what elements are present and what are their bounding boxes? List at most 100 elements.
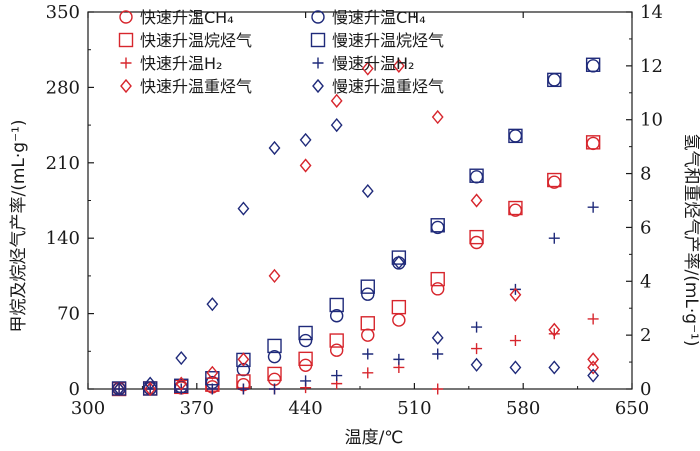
data-point-diamond bbox=[175, 376, 188, 391]
data-point-diamond bbox=[330, 118, 343, 133]
data-point-diamond bbox=[206, 365, 219, 380]
data-point-diamond bbox=[237, 352, 250, 367]
data-point-square bbox=[360, 316, 375, 331]
data-point-diamond bbox=[268, 268, 281, 283]
data-point-diamond bbox=[587, 368, 600, 383]
data-point-plus bbox=[113, 383, 125, 395]
data-point-square bbox=[391, 250, 407, 265]
data-point-plus bbox=[300, 375, 312, 387]
data-point-square bbox=[267, 338, 282, 354]
data-point-plus bbox=[471, 343, 483, 355]
data-point-diamond bbox=[587, 352, 600, 367]
data-point-square bbox=[298, 351, 313, 367]
legend-label: 快速升温CH₄ bbox=[140, 8, 234, 27]
x-tick-label: 440 bbox=[288, 398, 322, 419]
data-point-circle bbox=[469, 170, 484, 184]
data-point-plus bbox=[393, 353, 405, 365]
data-point-circle bbox=[329, 343, 344, 357]
data-point-diamond bbox=[392, 255, 405, 270]
data-point-square bbox=[298, 325, 313, 341]
data-point-diamond bbox=[587, 360, 600, 375]
data-point-plus bbox=[432, 348, 444, 360]
data-point-square bbox=[547, 72, 562, 88]
data-point-square bbox=[508, 128, 523, 144]
data-point-diamond bbox=[144, 376, 157, 391]
data-point-circle bbox=[469, 235, 484, 250]
legend-label: 快速升温重烃气 bbox=[140, 77, 252, 96]
data-point-diamond bbox=[470, 357, 483, 372]
data-point-square bbox=[360, 279, 375, 294]
series-6 bbox=[113, 201, 599, 395]
legend-item: 快速升温H₂ bbox=[120, 54, 222, 73]
data-point-diamond bbox=[299, 158, 312, 173]
data-point-plus bbox=[269, 383, 281, 395]
legend-marker-plus bbox=[120, 57, 132, 69]
legend-marker-diamond bbox=[120, 78, 132, 94]
legend-marker-square bbox=[118, 32, 134, 48]
data-point-plus bbox=[362, 367, 374, 379]
x-tick-label: 510 bbox=[397, 398, 431, 419]
data-point-circle bbox=[361, 287, 375, 301]
y-left-tick-label: 350 bbox=[46, 2, 80, 23]
data-point-plus bbox=[587, 313, 599, 325]
y-left-tick-label: 70 bbox=[57, 304, 80, 325]
data-point-diamond bbox=[509, 360, 522, 375]
legend-label: 慢速升温H₂ bbox=[332, 54, 414, 73]
y-right-tick-label: 14 bbox=[640, 2, 663, 23]
legend-item: 慢速升温CH₄ bbox=[311, 8, 426, 27]
x-tick-label: 370 bbox=[180, 398, 214, 419]
legend-marker-circle bbox=[311, 10, 325, 24]
data-point-circle bbox=[508, 129, 523, 143]
data-point-diamond bbox=[206, 297, 219, 312]
data-point-plus bbox=[548, 232, 560, 244]
data-point-circle bbox=[298, 333, 313, 348]
data-point-plus bbox=[432, 383, 444, 395]
y-left-tick-label: 280 bbox=[46, 77, 80, 98]
data-point-square bbox=[329, 297, 344, 313]
data-point-square bbox=[469, 168, 484, 183]
legend-label: 慢速升温CH₄ bbox=[332, 8, 426, 27]
data-point-square bbox=[430, 271, 445, 287]
data-point-diamond bbox=[361, 183, 374, 199]
data-point-diamond bbox=[330, 93, 343, 108]
data-point-plus bbox=[362, 348, 374, 360]
data-point-diamond bbox=[113, 381, 125, 397]
data-point-diamond bbox=[509, 287, 522, 302]
data-point-square bbox=[547, 172, 562, 188]
data-point-diamond bbox=[268, 140, 281, 156]
legend-item: 快速升温CH₄ bbox=[119, 8, 234, 27]
y-axis-right-title: 氢气和重烃气产率/(mL·g⁻¹) bbox=[681, 133, 700, 346]
data-point-circle bbox=[267, 349, 282, 364]
data-point-circle bbox=[392, 313, 406, 327]
data-point-diamond bbox=[548, 322, 561, 337]
x-axis-title: 温度/℃ bbox=[345, 428, 404, 448]
legend-item: 快速升温重烃气 bbox=[120, 77, 252, 96]
data-point-plus bbox=[206, 383, 218, 395]
legend-item: 快速升温烷烃气 bbox=[118, 31, 252, 50]
legend-marker-plus bbox=[312, 57, 324, 69]
y-right-tick-label: 4 bbox=[640, 271, 651, 292]
y-right-tick-label: 0 bbox=[640, 379, 651, 400]
marks-layer bbox=[111, 57, 601, 397]
data-point-diamond bbox=[548, 360, 561, 375]
data-point-plus bbox=[548, 328, 560, 340]
y-left-tick-label: 140 bbox=[46, 228, 80, 249]
data-point-square bbox=[585, 57, 601, 72]
data-point-square bbox=[508, 200, 523, 216]
y-right-tick-label: 12 bbox=[640, 56, 663, 77]
data-point-circle bbox=[329, 309, 344, 323]
legend-label: 快速升温烷烃气 bbox=[140, 31, 252, 50]
legend-item: 慢速升温重烃气 bbox=[312, 77, 444, 96]
y-axis-left-title: 甲烷及烷烃气产率/(mL·g⁻¹) bbox=[9, 119, 29, 332]
data-point-square bbox=[329, 333, 344, 348]
legend-label: 慢速升温烷烃气 bbox=[332, 31, 444, 50]
x-tick-label: 650 bbox=[615, 398, 649, 419]
legend-marker-square bbox=[310, 32, 326, 48]
data-point-diamond bbox=[299, 132, 312, 148]
data-point-diamond bbox=[144, 381, 157, 397]
series-8 bbox=[113, 118, 600, 397]
axes-layer: 300 370 440 510 580 6500701402102803500246810… bbox=[46, 2, 663, 419]
x-tick-label: 300 bbox=[71, 398, 105, 419]
